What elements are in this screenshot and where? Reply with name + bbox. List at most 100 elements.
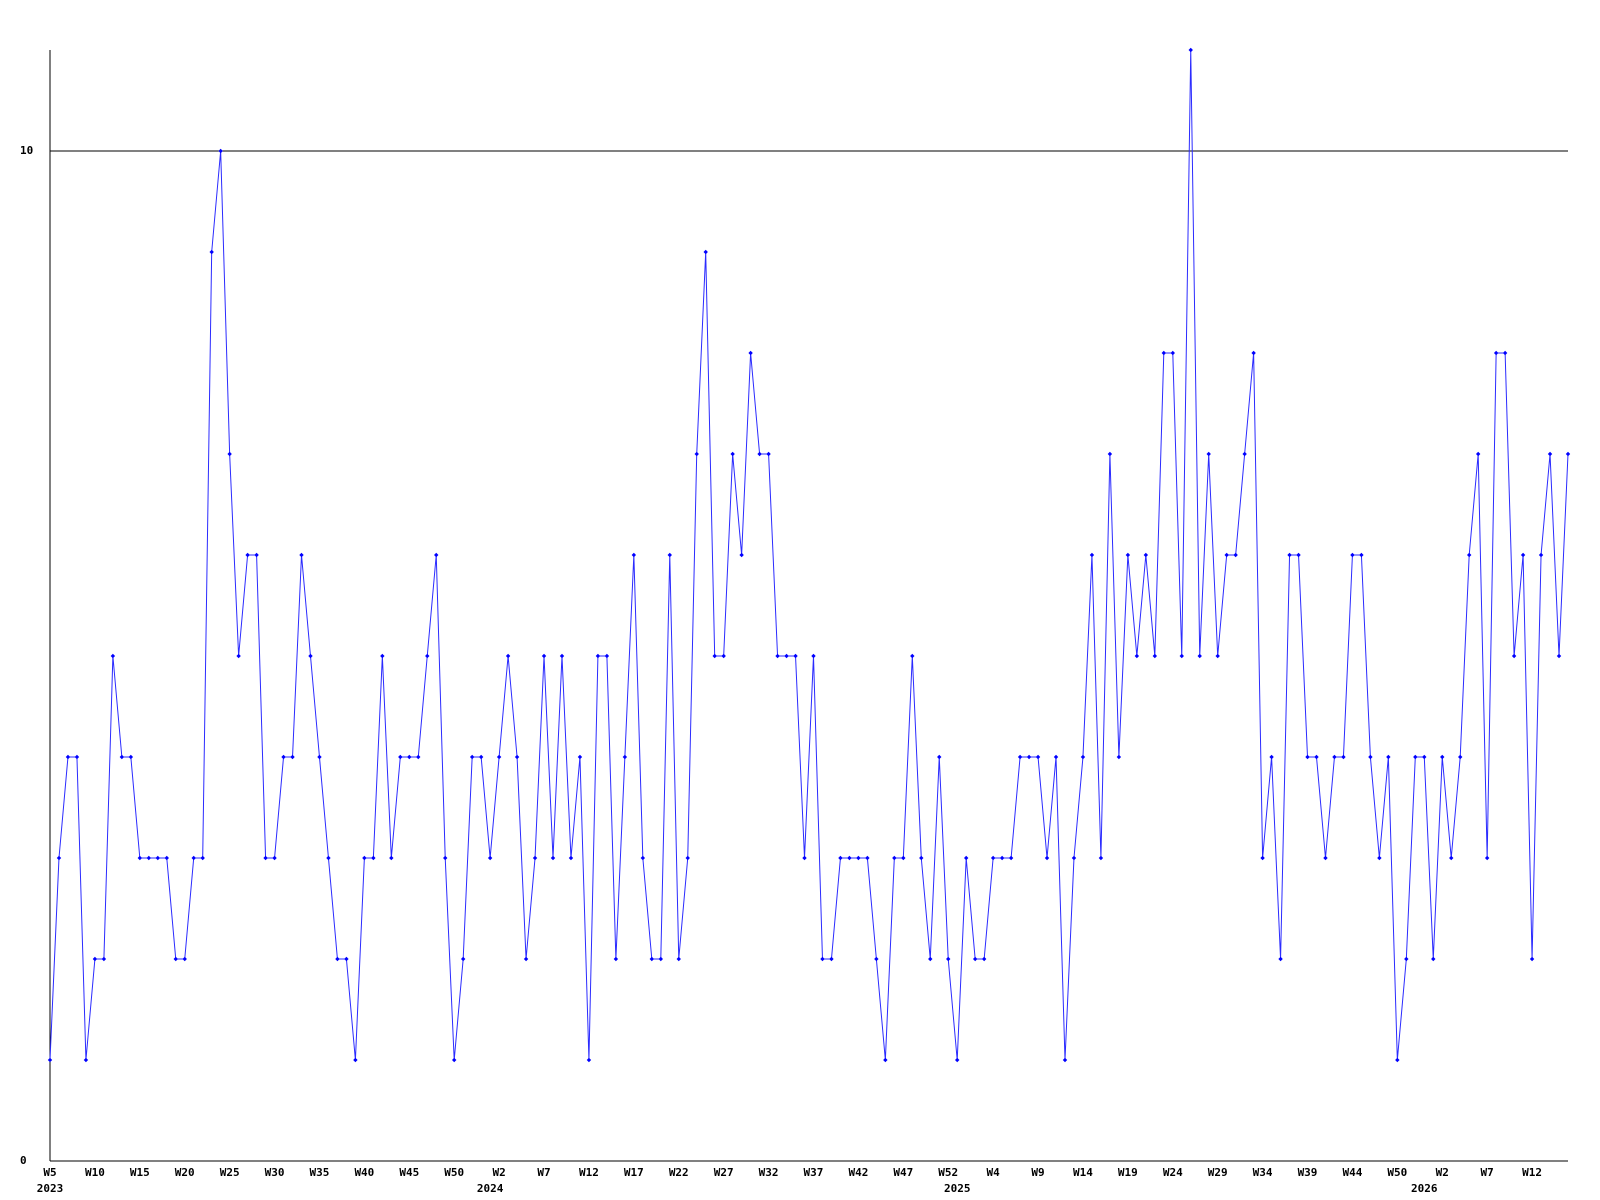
data-point (1475, 451, 1481, 457)
data-point (1305, 754, 1310, 760)
data-point (1511, 653, 1517, 659)
data-point (290, 754, 295, 760)
data-point (1377, 855, 1382, 861)
data-point (191, 855, 196, 861)
data-point (919, 855, 924, 861)
data-point (478, 754, 484, 760)
x-tick-label: W14 (1073, 1166, 1093, 1179)
data-point (829, 956, 834, 962)
x-tick-label: W35 (310, 1166, 330, 1179)
data-point (990, 855, 996, 861)
data-point (416, 754, 421, 760)
y-tick-label: 10 (20, 144, 33, 157)
data-point (577, 754, 583, 760)
data-point (101, 956, 107, 962)
x-tick-label: W45 (399, 1166, 419, 1179)
data-point (92, 956, 98, 962)
data-point (65, 754, 71, 760)
data-point (901, 855, 906, 861)
data-point (245, 552, 250, 558)
data-point (1413, 754, 1418, 760)
data-point (1143, 552, 1149, 558)
x-tick-label: W27 (714, 1166, 734, 1179)
data-point (1350, 552, 1355, 558)
data-point (326, 855, 331, 861)
data-point (775, 653, 780, 659)
data-point (353, 1057, 358, 1063)
data-point (1152, 653, 1158, 659)
data-point (784, 653, 789, 659)
data-point (164, 855, 169, 861)
data-point (640, 855, 646, 861)
data-point (910, 653, 915, 659)
x-tick-label: W30 (265, 1166, 285, 1179)
data-point (1323, 855, 1328, 861)
data-point (434, 552, 439, 558)
data-point (371, 855, 376, 861)
year-label: 2026 (1411, 1182, 1438, 1195)
x-tick-label: W4 (987, 1166, 1001, 1179)
data-point (1197, 653, 1202, 659)
data-point (443, 855, 448, 861)
x-tick-label: W42 (848, 1166, 868, 1179)
data-point (981, 956, 987, 962)
data-point (595, 653, 601, 659)
data-point (937, 754, 942, 760)
data-point (541, 653, 547, 659)
data-point (407, 754, 412, 760)
data-point (1260, 855, 1265, 861)
data-point (389, 855, 394, 861)
data-point (1395, 1057, 1400, 1063)
data-point (694, 451, 699, 457)
data-point (1053, 754, 1059, 760)
x-tick-label: W10 (85, 1166, 105, 1179)
y-tick-label: 0 (20, 1154, 27, 1167)
data-point (874, 956, 879, 962)
x-tick-label: W22 (669, 1166, 689, 1179)
data-point (847, 855, 852, 861)
data-point (128, 754, 134, 760)
data-point (1502, 350, 1508, 356)
data-point (1206, 451, 1211, 457)
data-point (1278, 956, 1283, 962)
data-point (928, 956, 933, 962)
data-point (83, 1057, 89, 1063)
data-point (74, 754, 80, 760)
data-point (254, 552, 259, 558)
data-point (1556, 653, 1562, 659)
data-point (335, 956, 340, 962)
data-point (263, 855, 268, 861)
data-point (1179, 653, 1184, 659)
data-point (811, 653, 816, 659)
data-point (1098, 855, 1104, 861)
data-point (1116, 754, 1122, 760)
data-point (398, 754, 403, 760)
data-point (1215, 653, 1220, 659)
data-point (119, 754, 125, 760)
data-point (1287, 552, 1292, 558)
data-point (425, 653, 430, 659)
x-tick-label: W40 (354, 1166, 374, 1179)
data-point (1125, 552, 1131, 558)
data-point (568, 855, 574, 861)
data-point (1493, 350, 1499, 356)
x-tick-label: W2 (1436, 1166, 1449, 1179)
data-point (487, 855, 493, 861)
x-tick-label: W17 (624, 1166, 644, 1179)
data-point (460, 956, 466, 962)
data-point (227, 451, 232, 457)
data-point (1017, 754, 1023, 760)
x-tick-label: W19 (1118, 1166, 1138, 1179)
data-point (236, 653, 241, 659)
x-tick-label: W20 (175, 1166, 195, 1179)
data-point (703, 249, 708, 255)
data-point (946, 956, 951, 962)
data-point (1026, 754, 1032, 760)
x-tick-label: W7 (1481, 1166, 1494, 1179)
x-tick-label: W50 (1387, 1166, 1407, 1179)
data-point (272, 855, 277, 861)
data-point (317, 754, 322, 760)
x-tick-label: W37 (804, 1166, 824, 1179)
data-point (1188, 47, 1193, 53)
